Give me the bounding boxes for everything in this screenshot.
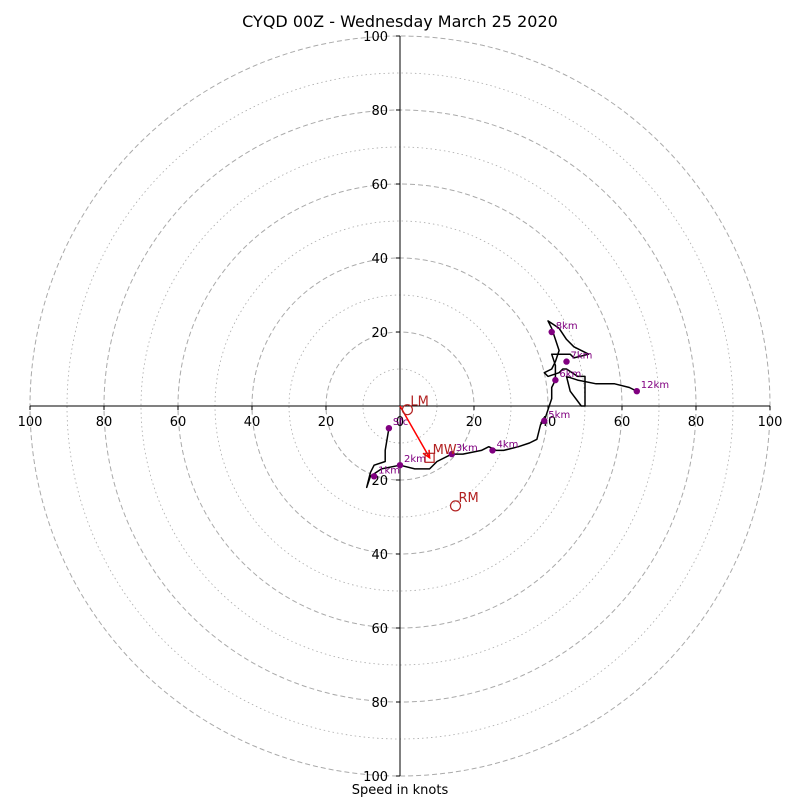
height-point [370, 473, 378, 480]
height-label: 7km [571, 351, 593, 362]
x-tick-label: 60 [170, 415, 187, 430]
storm-motion-marker [401, 404, 413, 416]
x-tick-label: 60 [614, 415, 631, 430]
y-tick-label: 40 [371, 252, 388, 267]
x-tick-label: 100 [758, 415, 783, 430]
height-point [548, 328, 555, 336]
x-tick-label: 0 [396, 415, 404, 430]
x-tick-label: 40 [244, 415, 261, 430]
height-label: 5km [548, 410, 570, 421]
height-label: 2km [404, 454, 426, 465]
y-tick-label: 60 [371, 178, 388, 193]
x-tick-label: 20 [318, 415, 335, 430]
y-tick-label: 40 [371, 548, 388, 563]
storm-motion-marker [449, 500, 462, 512]
height-point [633, 388, 640, 395]
mean-wind-marker [424, 452, 435, 463]
x-axis-label: Speed in knots [351, 783, 449, 798]
height-point [448, 450, 455, 458]
height-label: Sfc [393, 417, 408, 428]
y-tick-label: 100 [363, 30, 388, 45]
hodograph-trace [365, 320, 638, 489]
x-tick-label: 20 [466, 415, 483, 430]
height-label: 3km [456, 443, 478, 454]
x-tick-label: 80 [688, 415, 705, 430]
height-label: 6km [559, 369, 581, 380]
storm-motion-label: MW [433, 443, 457, 458]
y-tick-label: 80 [371, 696, 388, 711]
y-tick-label: 60 [371, 622, 388, 637]
height-point [541, 417, 548, 424]
height-point [489, 447, 496, 454]
height-point [552, 376, 559, 384]
chart-title: CYQD 00Z - Wednesday March 25 2020 [242, 12, 558, 31]
y-tick-label: 80 [371, 104, 388, 119]
y-tick-label: 100 [363, 770, 388, 785]
height-label: 12km [641, 380, 669, 391]
x-tick-label: 100 [18, 415, 43, 430]
height-label: 1km [378, 465, 400, 476]
x-tick-label: 80 [96, 415, 113, 430]
storm-motion: LM MW RM [399, 395, 479, 512]
storm-motion-label: RM [459, 491, 479, 506]
height-point [563, 358, 570, 365]
height-point [396, 462, 404, 469]
hodograph-line [365, 320, 638, 489]
storm-motion-label: LM [410, 395, 428, 410]
height-label: 8km [556, 321, 578, 332]
tick-labels: 100 80 60 40 20 0 20 40 60 80 10010080604020204060… [18, 30, 783, 785]
height-point [385, 425, 393, 432]
height-label: 4km [497, 439, 519, 450]
height-markers: Sfc 1km 2km 3km 4km 5km 6km 7km 8km 12km [370, 321, 669, 480]
y-tick-label: 20 [371, 326, 388, 341]
